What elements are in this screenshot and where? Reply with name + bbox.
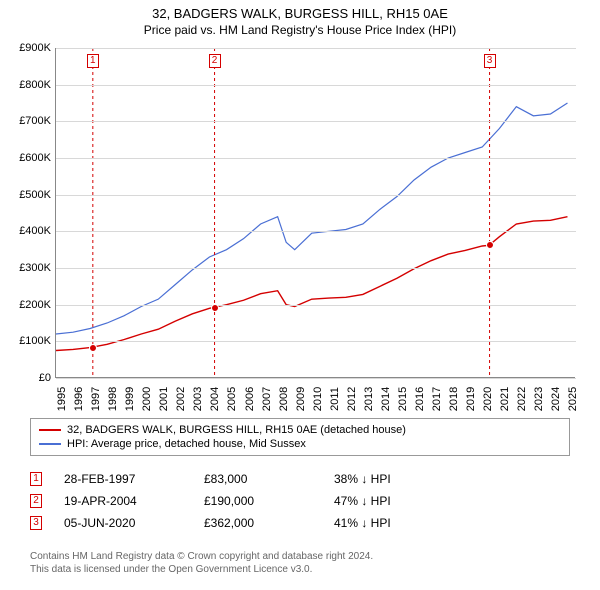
series-address_line: [56, 217, 567, 351]
gridline: [56, 195, 576, 196]
legend-swatch: [39, 429, 61, 431]
x-tick-label: 2009: [295, 387, 307, 411]
y-tick-label: £700K: [6, 115, 51, 127]
gridline: [56, 341, 576, 342]
chart-container: 32, BADGERS WALK, BURGESS HILL, RH15 0AE…: [0, 0, 600, 590]
gridline: [56, 378, 576, 379]
sale-index-box: 2: [30, 494, 42, 508]
x-tick-label: 2024: [550, 387, 562, 411]
sale-marker-dot: [89, 344, 97, 352]
sale-price: £190,000: [204, 494, 334, 508]
y-tick-label: £400K: [6, 225, 51, 237]
footnote-line2: This data is licensed under the Open Gov…: [30, 563, 570, 576]
sale-marker-box: 1: [87, 54, 99, 68]
x-tick-label: 2025: [567, 387, 579, 411]
sale-row: 1 28-FEB-1997£83,00038% ↓ HPI: [30, 468, 570, 490]
y-tick-label: £500K: [6, 189, 51, 201]
y-tick-label: £0: [6, 372, 51, 384]
gridline: [56, 121, 576, 122]
x-tick-label: 1998: [107, 387, 119, 411]
x-tick-label: 1997: [90, 387, 102, 411]
x-tick-label: 2001: [158, 387, 170, 411]
x-tick-label: 2019: [465, 387, 477, 411]
sale-date: 28-FEB-1997: [64, 472, 204, 486]
x-tick-label: 2012: [346, 387, 358, 411]
legend-swatch: [39, 443, 61, 445]
x-tick-label: 2011: [329, 387, 341, 411]
sale-date: 19-APR-2004: [64, 494, 204, 508]
sale-marker-box: 3: [484, 54, 496, 68]
x-tick-label: 2006: [244, 387, 256, 411]
x-tick-label: 2018: [448, 387, 460, 411]
x-tick-label: 2017: [431, 387, 443, 411]
y-tick-label: £300K: [6, 262, 51, 274]
x-tick-label: 2022: [516, 387, 528, 411]
chart-svg: [56, 48, 576, 378]
x-tick-label: 2021: [499, 387, 511, 411]
x-tick-label: 2007: [261, 387, 273, 411]
gridline: [56, 231, 576, 232]
gridline: [56, 305, 576, 306]
sale-price: £83,000: [204, 472, 334, 486]
sale-marker-box: 2: [209, 54, 221, 68]
x-tick-label: 1996: [73, 387, 85, 411]
gridline: [56, 268, 576, 269]
x-tick-label: 2004: [209, 387, 221, 411]
x-tick-label: 2013: [363, 387, 375, 411]
chart-title: 32, BADGERS WALK, BURGESS HILL, RH15 0AE: [0, 6, 600, 21]
x-tick-label: 2023: [533, 387, 545, 411]
sale-price: £362,000: [204, 516, 334, 530]
gridline: [56, 48, 576, 49]
x-tick-label: 2002: [175, 387, 187, 411]
sale-marker-dot: [486, 241, 494, 249]
x-tick-label: 2014: [380, 387, 392, 411]
x-tick-label: 2000: [141, 387, 153, 411]
sale-marker-dot: [211, 304, 219, 312]
plot-region: £0£100K£200K£300K£400K£500K£600K£700K£80…: [55, 48, 575, 378]
y-tick-label: £100K: [6, 335, 51, 347]
x-tick-label: 2020: [482, 387, 494, 411]
y-tick-label: £200K: [6, 299, 51, 311]
footnote: Contains HM Land Registry data © Crown c…: [30, 550, 570, 576]
sale-row: 3 05-JUN-2020£362,00041% ↓ HPI: [30, 512, 570, 534]
gridline: [56, 85, 576, 86]
sale-index-box: 1: [30, 472, 42, 486]
legend-label: HPI: Average price, detached house, Mid …: [67, 438, 306, 450]
y-tick-label: £800K: [6, 79, 51, 91]
gridline: [56, 158, 576, 159]
legend-item: 32, BADGERS WALK, BURGESS HILL, RH15 0AE…: [39, 423, 561, 437]
x-tick-label: 1995: [56, 387, 68, 411]
sales-table: 1 28-FEB-1997£83,00038% ↓ HPI 2 19-APR-2004…: [30, 468, 570, 534]
x-tick-label: 2015: [397, 387, 409, 411]
sale-index-box: 3: [30, 516, 42, 530]
chart-subtitle: Price paid vs. HM Land Registry's House …: [0, 23, 600, 37]
title-block: 32, BADGERS WALK, BURGESS HILL, RH15 0AE…: [0, 0, 600, 39]
sale-diff: 38% ↓ HPI: [334, 472, 391, 486]
sale-date: 05-JUN-2020: [64, 516, 204, 530]
footnote-line1: Contains HM Land Registry data © Crown c…: [30, 550, 570, 563]
sale-row: 2 19-APR-2004£190,00047% ↓ HPI: [30, 490, 570, 512]
x-tick-label: 1999: [124, 387, 136, 411]
x-tick-label: 2008: [278, 387, 290, 411]
legend-item: HPI: Average price, detached house, Mid …: [39, 437, 561, 451]
legend-label: 32, BADGERS WALK, BURGESS HILL, RH15 0AE…: [67, 424, 406, 436]
x-tick-label: 2005: [226, 387, 238, 411]
sale-diff: 41% ↓ HPI: [334, 516, 391, 530]
y-tick-label: £900K: [6, 42, 51, 54]
y-tick-label: £600K: [6, 152, 51, 164]
x-tick-label: 2003: [192, 387, 204, 411]
chart-area: £0£100K£200K£300K£400K£500K£600K£700K£80…: [55, 48, 575, 378]
legend: 32, BADGERS WALK, BURGESS HILL, RH15 0AE…: [30, 418, 570, 456]
sale-diff: 47% ↓ HPI: [334, 494, 391, 508]
x-tick-label: 2010: [312, 387, 324, 411]
x-tick-label: 2016: [414, 387, 426, 411]
